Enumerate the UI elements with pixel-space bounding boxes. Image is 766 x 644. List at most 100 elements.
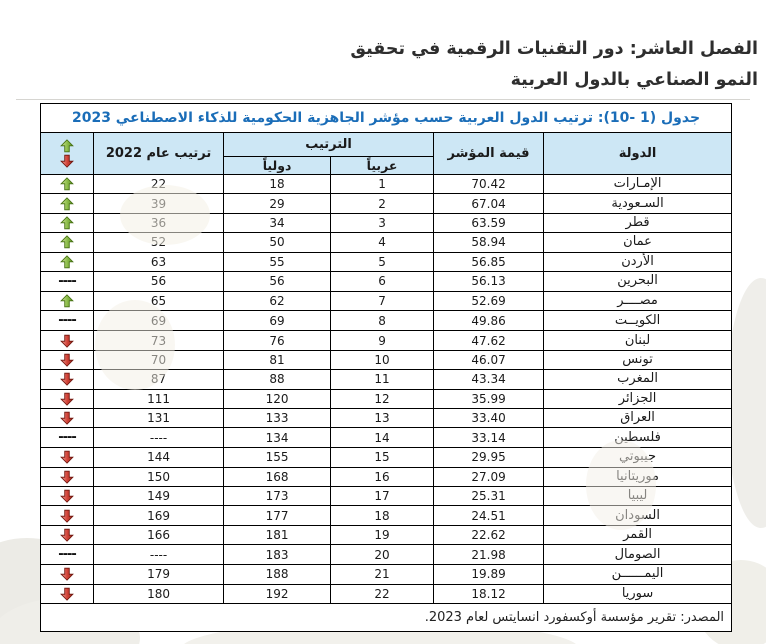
cell-index-value: 21.98 xyxy=(433,544,545,566)
cell-rank-international: 181 xyxy=(223,524,332,546)
cell-trend xyxy=(39,486,95,507)
cell-rank-arab: 9 xyxy=(330,330,435,351)
cell-trend xyxy=(39,251,95,272)
cell-index-value: 52.69 xyxy=(433,290,545,312)
cell-rank-international: 62 xyxy=(223,290,332,312)
chapter-title-line1: الفصل العاشر: دور التقنيات الرقمية في تح… xyxy=(350,39,758,59)
cell-rank-2022: 169 xyxy=(93,505,225,526)
trend-down-icon xyxy=(42,353,93,367)
trend-down-icon xyxy=(42,587,93,601)
cell-trend: ---- xyxy=(39,427,95,449)
trend-up-icon xyxy=(42,177,93,191)
cell-trend xyxy=(39,330,95,351)
trend-down-icon xyxy=(42,334,93,348)
trend-down-icon xyxy=(42,509,93,523)
cell-rank-international: 192 xyxy=(223,583,332,605)
title-separator xyxy=(16,99,750,100)
cell-index-value: 29.95 xyxy=(433,447,545,468)
cell-country: القمر xyxy=(543,524,733,546)
table-row: مصــــر 52.69 7 62 65 xyxy=(39,290,733,312)
cell-rank-2022: 166 xyxy=(93,524,225,546)
cell-country: السودان xyxy=(543,505,733,526)
cell-index-value: 25.31 xyxy=(433,486,545,507)
table-row: السـعودية 67.04 2 29 39 xyxy=(39,193,733,214)
cell-trend xyxy=(39,564,95,585)
cell-rank-international: 81 xyxy=(223,349,332,371)
cell-rank-international: 155 xyxy=(223,447,332,468)
trend-down-icon xyxy=(42,567,93,582)
cell-country: الإمـارات xyxy=(543,173,733,195)
cell-rank-2022: 65 xyxy=(93,290,225,312)
cell-trend: ---- xyxy=(39,310,95,332)
trend-up-icon xyxy=(42,294,93,308)
trend-dash: ---- xyxy=(58,273,77,289)
cell-rank-arab: 13 xyxy=(330,407,435,429)
cell-country: الكويــت xyxy=(543,310,733,332)
table-row: الجزائر 35.99 12 120 111 xyxy=(39,388,733,409)
cell-country: لبنان xyxy=(543,330,733,351)
table-row: العراق 33.40 13 133 131 xyxy=(39,407,733,429)
cell-rank-2022: 63 xyxy=(93,251,225,272)
cell-index-value: 33.14 xyxy=(433,427,545,449)
cell-rank-2022: 52 xyxy=(93,232,225,253)
table-row: الإمـارات 70.42 1 18 22 xyxy=(39,173,733,195)
cell-country: تونس xyxy=(543,349,733,371)
trend-up-icon xyxy=(42,255,93,269)
cell-rank-2022: ---- xyxy=(93,544,225,566)
table-row: عمان 58.94 4 50 52 xyxy=(39,232,733,253)
cell-rank-2022: 111 xyxy=(93,388,225,409)
cell-rank-arab: 10 xyxy=(330,349,435,371)
cell-rank-2022: 144 xyxy=(93,447,225,468)
cell-rank-arab: 2 xyxy=(330,193,435,214)
cell-trend xyxy=(39,524,95,546)
table-title: جدول (‪10- 1‬): ترتيب الدول العربية حسب … xyxy=(39,103,733,133)
cell-rank-arab: 18 xyxy=(330,505,435,526)
trend-down-icon xyxy=(42,450,93,465)
cell-rank-arab: 15 xyxy=(330,447,435,468)
cell-country: الصومال xyxy=(543,544,733,566)
cell-rank-2022: 179 xyxy=(93,564,225,585)
trend-down-icon xyxy=(42,528,93,542)
cell-country: البحرين xyxy=(543,270,733,292)
table-row: السودان 24.51 18 177 169 xyxy=(39,505,733,526)
cell-country: موريتانيا xyxy=(543,466,733,488)
cell-trend xyxy=(39,447,95,468)
table-row: فلسطين 33.14 14 134 ---- ---- xyxy=(39,427,733,449)
cell-rank-international: 177 xyxy=(223,505,332,526)
cell-trend xyxy=(39,466,95,488)
trend-down-icon xyxy=(42,411,93,425)
cell-index-value: 58.94 xyxy=(433,232,545,253)
cell-rank-2022: 87 xyxy=(93,369,225,390)
col-header-trend xyxy=(39,132,95,175)
cell-rank-2022: 69 xyxy=(93,310,225,332)
cell-country: سوريا xyxy=(543,583,733,605)
cell-rank-international: 183 xyxy=(223,544,332,566)
col-header-rank-international: دولياً xyxy=(223,156,332,175)
col-header-rank-2022: ترتيب عام 2022 xyxy=(93,132,225,175)
cell-index-value: 19.89 xyxy=(433,564,545,585)
cell-country: قطر xyxy=(543,212,733,234)
cell-country: السـعودية xyxy=(543,193,733,214)
cell-index-value: 49.86 xyxy=(433,310,545,332)
cell-rank-international: 120 xyxy=(223,388,332,409)
cell-trend xyxy=(39,369,95,390)
trend-up-icon xyxy=(42,196,93,211)
cell-rank-arab: 3 xyxy=(330,212,435,234)
table-row: موريتانيا 27.09 16 168 150 xyxy=(39,466,733,488)
cell-index-value: 33.40 xyxy=(433,407,545,429)
trend-dash: ---- xyxy=(58,430,77,446)
cell-country: المغرب xyxy=(543,369,733,390)
cell-index-value: 70.42 xyxy=(433,173,545,195)
cell-index-value: 56.85 xyxy=(433,251,545,272)
table-row: الأردن 56.85 5 55 63 xyxy=(39,251,733,272)
trend-up-icon xyxy=(42,216,93,230)
cell-rank-2022: 56 xyxy=(93,270,225,292)
cell-country: اليمــــــن xyxy=(543,564,733,585)
cell-index-value: 67.04 xyxy=(433,193,545,214)
cell-rank-international: 134 xyxy=(223,427,332,449)
cell-rank-2022: 73 xyxy=(93,330,225,351)
cell-index-value: 63.59 xyxy=(433,212,545,234)
cell-rank-arab: 11 xyxy=(330,369,435,390)
cell-trend xyxy=(39,212,95,234)
ai-readiness-table: جدول (‪10- 1‬): ترتيب الدول العربية حسب … xyxy=(39,103,733,633)
